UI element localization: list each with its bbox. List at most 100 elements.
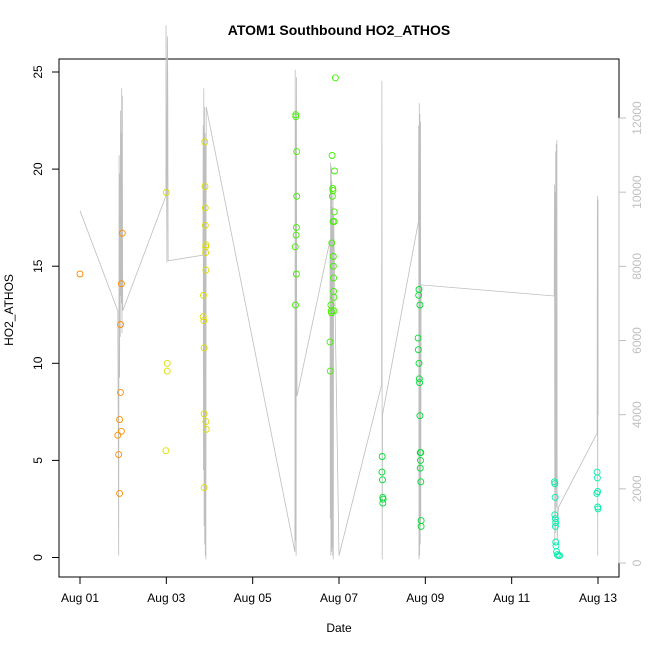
data-point: [326, 367, 334, 375]
data-point: [379, 499, 387, 507]
data-point: [379, 476, 386, 484]
x-tick-label: Aug 07: [320, 591, 358, 605]
data-point: [117, 427, 125, 435]
data-point: [117, 280, 125, 288]
data-point: [330, 307, 338, 315]
data-point: [552, 538, 560, 546]
data-point: [329, 253, 337, 260]
data-point: [552, 519, 560, 526]
data-point: [593, 474, 601, 482]
data-point: [199, 313, 207, 321]
y-tick-label: 0: [31, 554, 45, 561]
data-point: [328, 239, 336, 247]
x-tick-label: Aug 11: [493, 591, 530, 605]
data-point: [417, 478, 425, 486]
data-point: [200, 291, 207, 299]
y-tick-label: 15: [31, 259, 45, 273]
y-tick-label: 5: [31, 457, 45, 464]
data-point: [118, 229, 126, 237]
data-point: [202, 249, 210, 257]
data-point: [378, 453, 386, 460]
data-point: [331, 167, 338, 175]
y2-tick-label: 2000: [630, 475, 644, 502]
data-point: [414, 334, 422, 342]
data-point: [115, 451, 123, 459]
secondary-series-line: [79, 25, 599, 560]
data-point: [201, 138, 209, 146]
data-point: [379, 495, 387, 503]
data-point: [415, 359, 423, 367]
data-point: [330, 274, 338, 282]
data-point: [116, 416, 124, 424]
x-tick-label: Aug 01: [61, 591, 99, 605]
data-point: [201, 183, 209, 191]
y-tick-label: 20: [31, 162, 45, 176]
data-point: [329, 262, 337, 270]
data-point: [552, 542, 560, 550]
y-tick-label: 25: [31, 65, 45, 79]
y2-tick-label: 0: [630, 559, 644, 566]
data-point: [76, 270, 84, 278]
y2-axis: 0 2000 4000 6000 8000 10000 12000: [618, 101, 644, 566]
data-point: [414, 346, 422, 354]
data-point: [551, 493, 559, 501]
data-point: [593, 468, 601, 476]
data-point: [416, 464, 424, 472]
data-point: [415, 286, 423, 293]
data-point: [201, 221, 209, 229]
y-axis: 0 5 10 15 20 25: [31, 65, 60, 561]
data-point: [163, 359, 171, 367]
data-point: [292, 111, 300, 119]
data-point: [556, 552, 564, 560]
y2-tick-label: 6000: [630, 327, 644, 354]
x-tick-label: Aug 05: [234, 591, 272, 605]
data-point: [594, 488, 602, 495]
data-point: [162, 447, 170, 455]
data-point: [551, 480, 559, 488]
data-point: [202, 241, 210, 249]
x-axis-label: Date: [326, 621, 352, 635]
data-point: [163, 367, 171, 375]
data-point: [293, 192, 301, 200]
plot-frame: [58, 58, 620, 578]
data-point: [416, 379, 424, 387]
data-point: [200, 344, 208, 352]
y2-tick-label: 4000: [630, 401, 644, 428]
x-axis: Aug 01 Aug 03 Aug 05 Aug 07 Aug 09 Aug 11 Aug …: [61, 576, 617, 605]
data-point: [331, 74, 339, 82]
data-point: [293, 148, 301, 156]
data-point: [200, 410, 208, 418]
data-point: [292, 223, 300, 231]
secondary-series-layer: [79, 25, 599, 560]
x-tick-label: Aug 13: [579, 591, 617, 605]
data-point: [292, 231, 300, 239]
chart-title: ATOM1 Southbound HO2_ATHOS: [228, 22, 450, 38]
data-point: [291, 243, 299, 251]
data-point: [202, 418, 210, 426]
data-point: [202, 266, 210, 274]
y-tick-label: 10: [31, 356, 45, 370]
y2-tick-label: 12000: [630, 101, 644, 135]
x-tick-label: Aug 03: [147, 591, 185, 605]
data-point: [117, 321, 124, 328]
data-point: [329, 187, 337, 194]
data-point: [292, 270, 300, 278]
data-point: [114, 431, 122, 439]
data-point: [330, 293, 338, 301]
points-layer: [76, 74, 602, 560]
data-point: [200, 317, 208, 325]
data-point: [416, 412, 424, 420]
data-point: [330, 208, 338, 216]
data-point: [415, 375, 423, 383]
data-point: [200, 484, 208, 492]
data-point: [551, 515, 559, 523]
data-point: [417, 449, 425, 457]
y2-tick-label: 8000: [630, 253, 644, 280]
data-point: [202, 425, 210, 433]
data-point: [330, 218, 338, 225]
data-point: [416, 301, 424, 309]
x-tick-label: Aug 09: [406, 591, 444, 605]
data-point: [162, 188, 170, 196]
y2-tick-label: 10000: [630, 175, 644, 209]
